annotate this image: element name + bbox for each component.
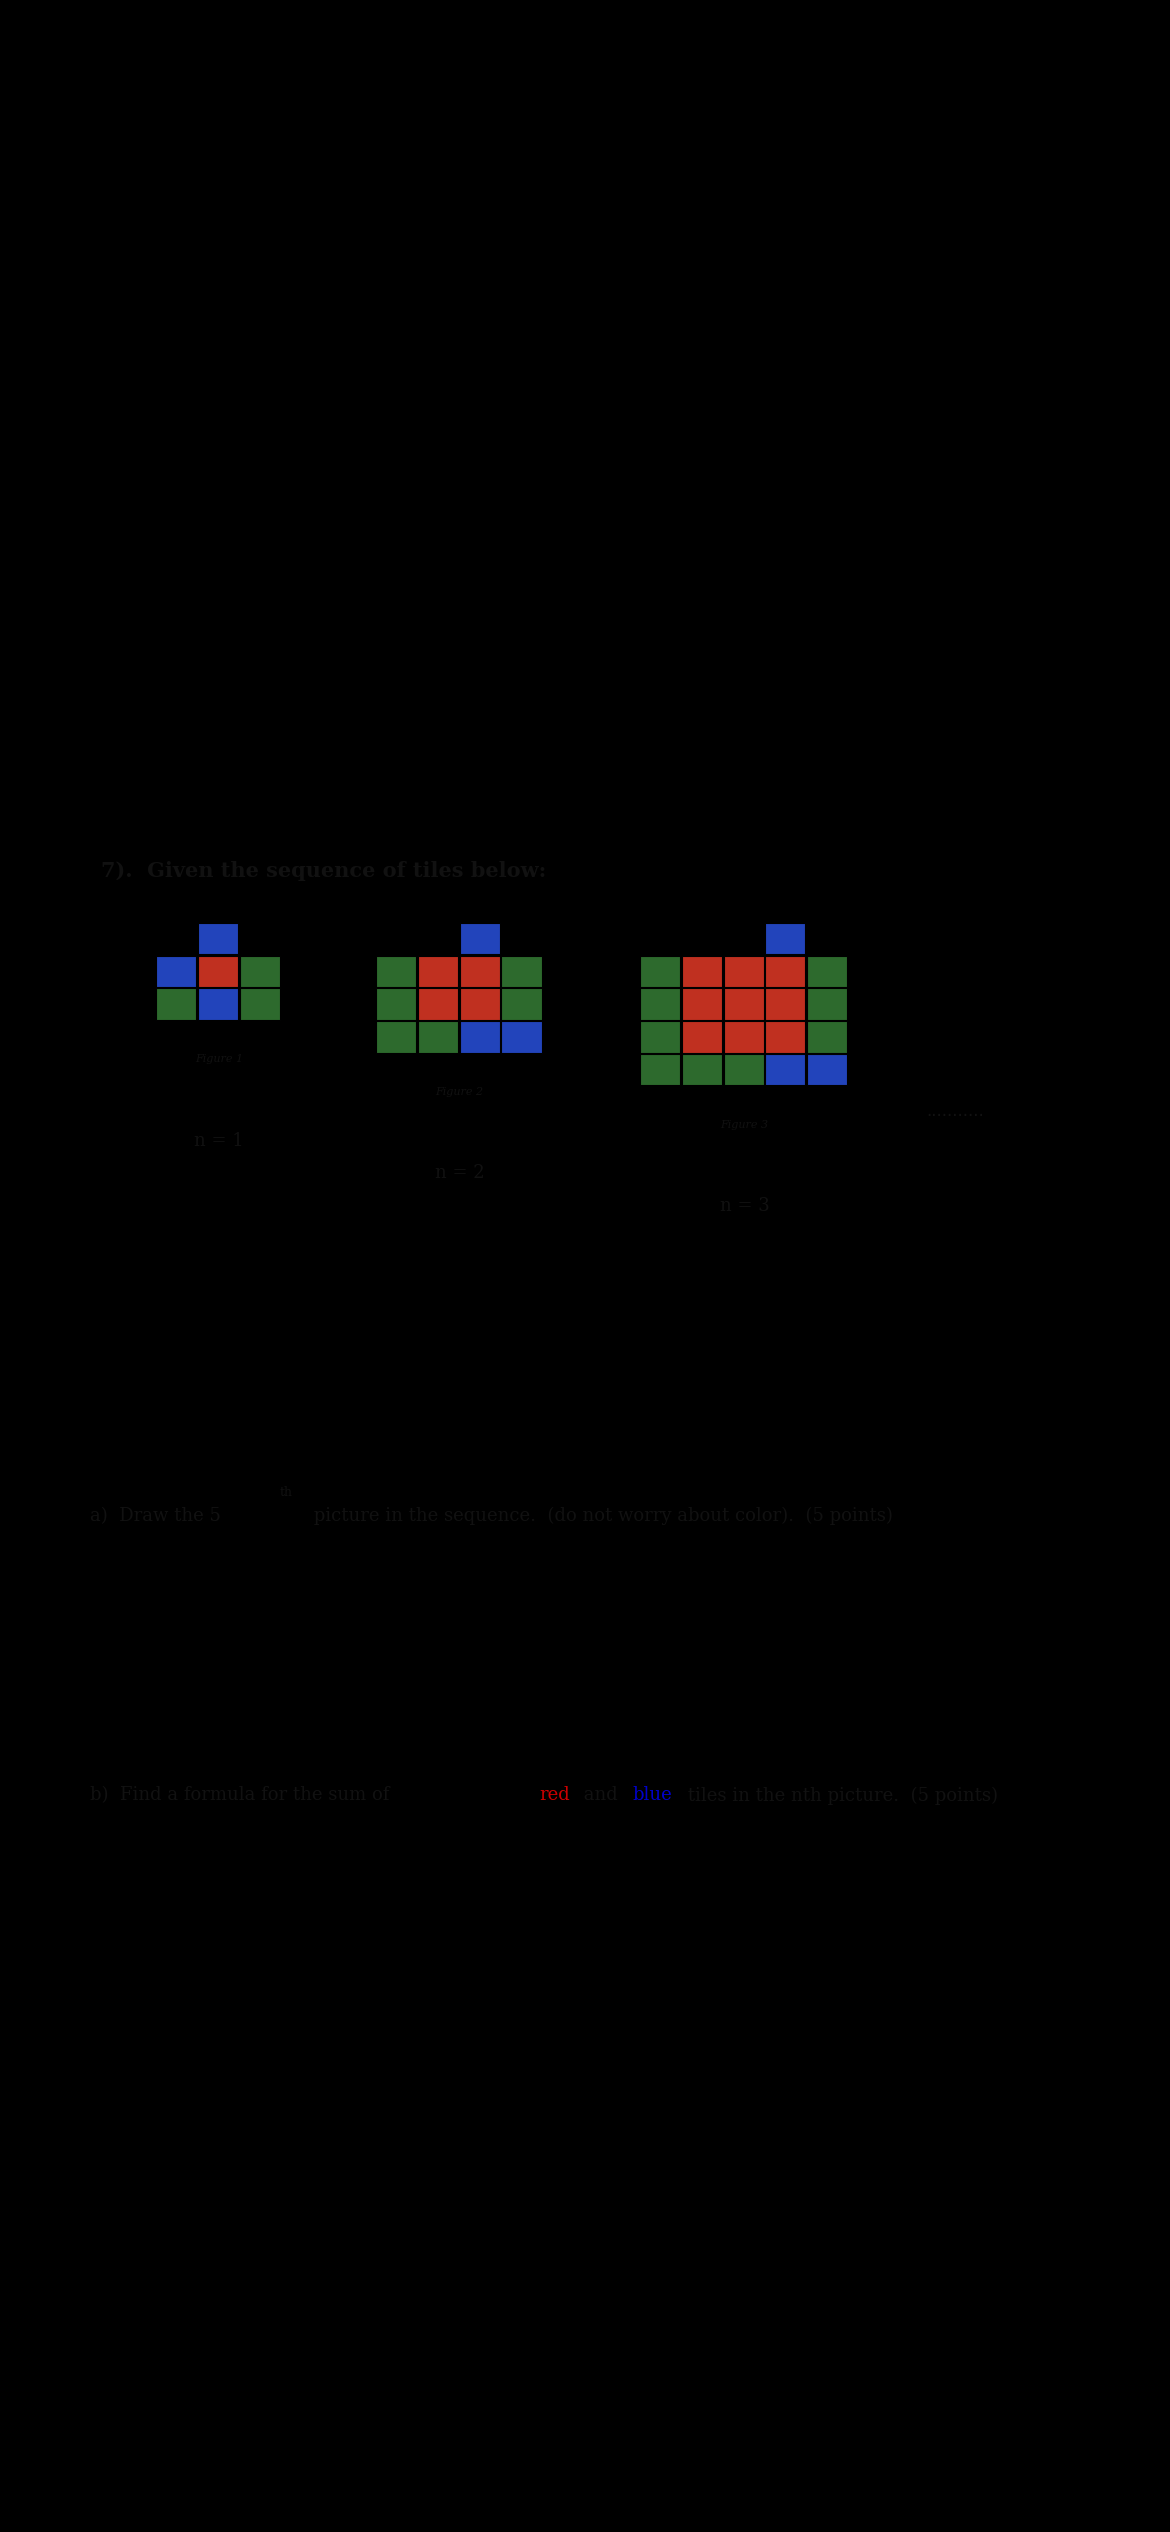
Bar bbox=[376, 1020, 417, 1053]
Bar bbox=[156, 955, 197, 987]
Bar bbox=[765, 955, 805, 987]
Bar bbox=[198, 987, 238, 1020]
Text: 7).  Given the sequence of tiles below:: 7). Given the sequence of tiles below: bbox=[101, 861, 546, 881]
Bar bbox=[640, 1053, 680, 1086]
Text: Figure 2: Figure 2 bbox=[435, 1086, 483, 1096]
Text: b)  Find a formula for the sum of: b) Find a formula for the sum of bbox=[90, 1788, 395, 1805]
Text: a)  Draw the 5: a) Draw the 5 bbox=[90, 1507, 221, 1524]
Text: blue: blue bbox=[632, 1788, 672, 1805]
Bar bbox=[460, 924, 500, 955]
Bar bbox=[765, 1020, 805, 1053]
Text: ...........: ........... bbox=[925, 1101, 984, 1119]
Bar bbox=[240, 955, 280, 987]
Bar bbox=[502, 987, 542, 1020]
Bar bbox=[682, 987, 722, 1020]
Bar bbox=[460, 1020, 500, 1053]
Text: picture in the sequence.  (do not worry about color).  (5 points): picture in the sequence. (do not worry a… bbox=[308, 1507, 893, 1524]
Bar bbox=[723, 955, 764, 987]
Text: and: and bbox=[578, 1788, 624, 1805]
Text: th: th bbox=[280, 1486, 292, 1499]
Bar bbox=[765, 987, 805, 1020]
Bar bbox=[418, 955, 457, 987]
Bar bbox=[807, 1020, 847, 1053]
Bar bbox=[723, 1020, 764, 1053]
Bar bbox=[682, 1053, 722, 1086]
Bar bbox=[640, 955, 680, 987]
Bar bbox=[640, 987, 680, 1020]
Bar bbox=[807, 987, 847, 1020]
Bar bbox=[156, 987, 197, 1020]
Bar bbox=[240, 987, 280, 1020]
Text: red: red bbox=[539, 1788, 570, 1805]
Bar bbox=[198, 955, 238, 987]
Bar bbox=[418, 1020, 457, 1053]
Text: n = 2: n = 2 bbox=[435, 1165, 484, 1182]
Bar bbox=[723, 987, 764, 1020]
Bar bbox=[640, 1020, 680, 1053]
Bar bbox=[682, 1020, 722, 1053]
Text: n = 1: n = 1 bbox=[194, 1132, 243, 1150]
Bar bbox=[376, 987, 417, 1020]
Bar bbox=[765, 1053, 805, 1086]
Text: Figure 1: Figure 1 bbox=[194, 1053, 243, 1063]
Bar bbox=[198, 924, 238, 955]
Text: Figure 3: Figure 3 bbox=[721, 1119, 769, 1129]
Text: n = 3: n = 3 bbox=[720, 1198, 770, 1215]
Bar bbox=[807, 955, 847, 987]
Bar bbox=[376, 955, 417, 987]
Bar bbox=[807, 1053, 847, 1086]
Bar bbox=[460, 987, 500, 1020]
Bar bbox=[682, 955, 722, 987]
Bar bbox=[723, 1053, 764, 1086]
Text: tiles in the nth picture.  (5 points): tiles in the nth picture. (5 points) bbox=[682, 1788, 998, 1805]
Bar bbox=[502, 955, 542, 987]
Bar bbox=[418, 987, 457, 1020]
Bar bbox=[502, 1020, 542, 1053]
Bar bbox=[460, 955, 500, 987]
Bar bbox=[765, 924, 805, 955]
